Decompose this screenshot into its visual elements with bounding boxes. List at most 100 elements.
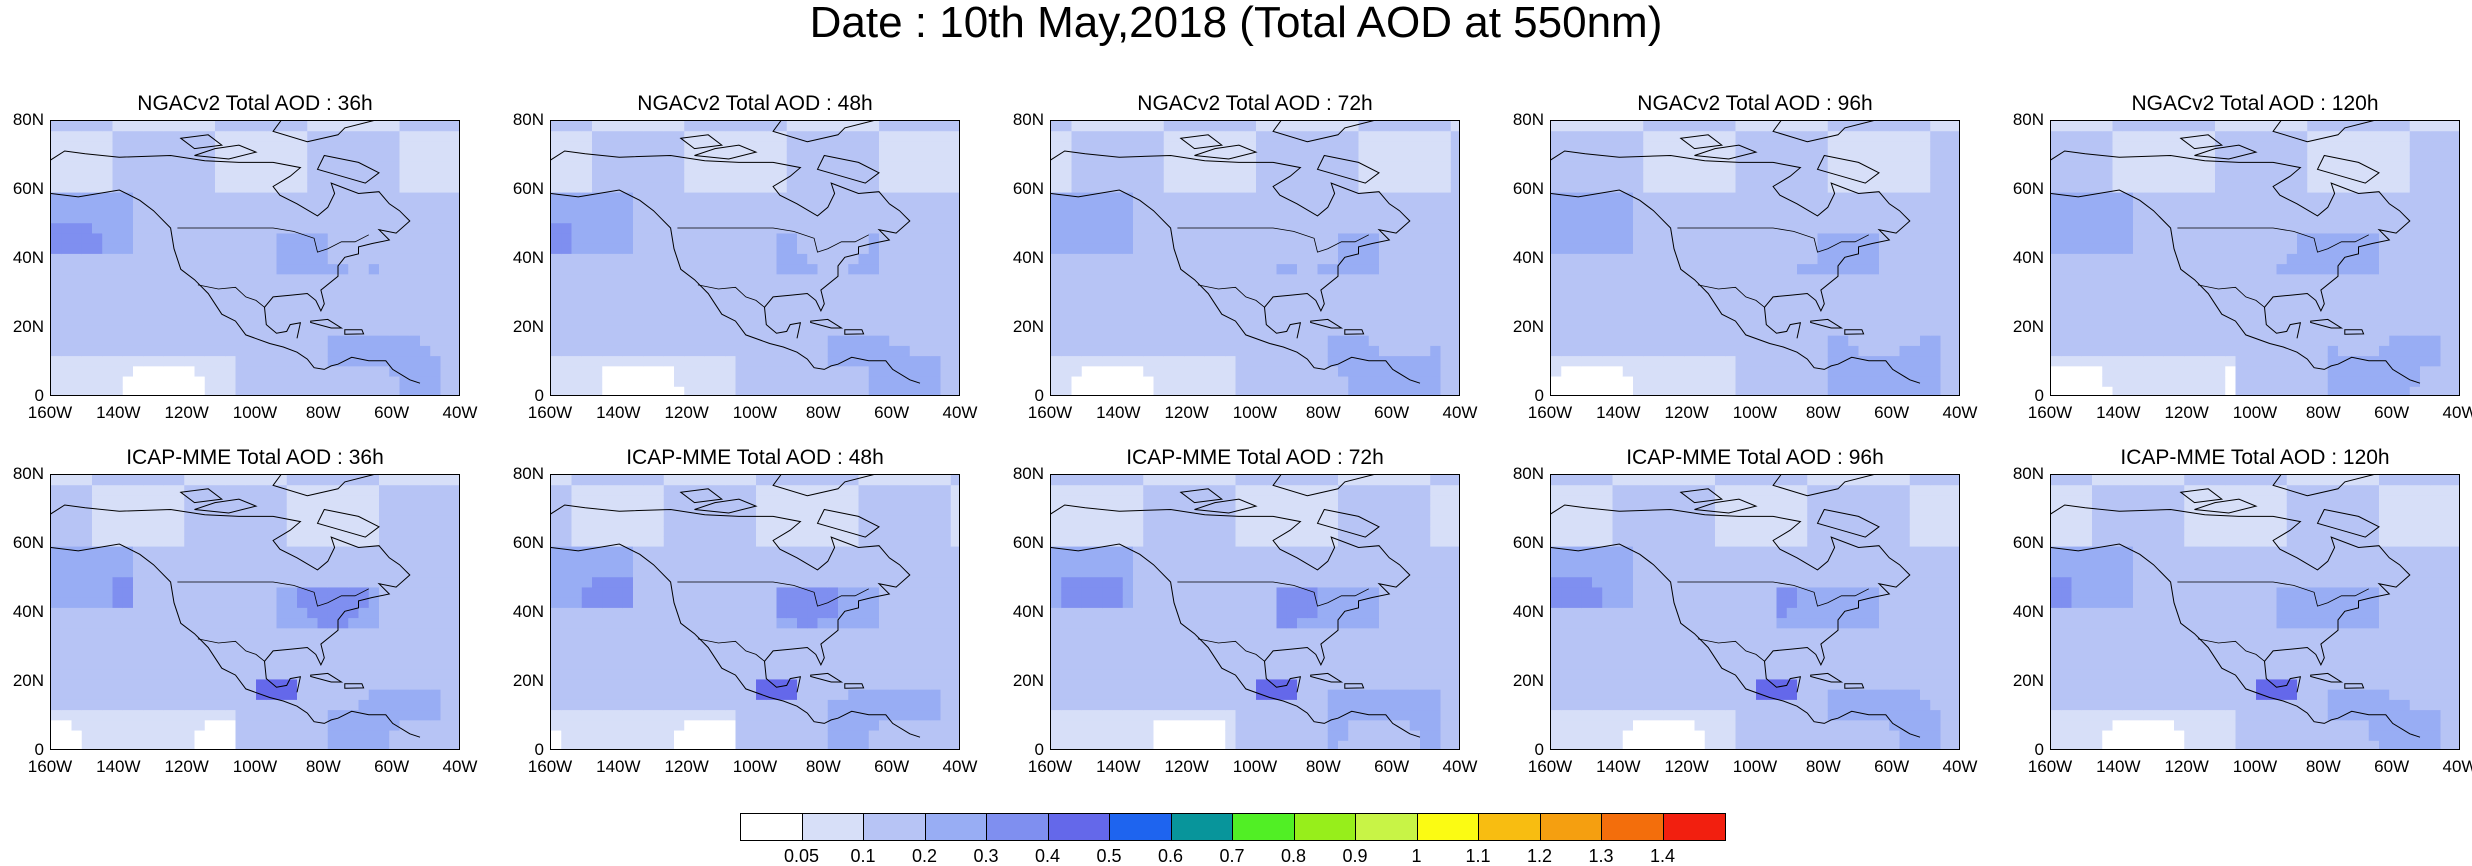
aod-cell: [2174, 325, 2185, 336]
aod-cell: [613, 315, 624, 326]
aod-cell: [766, 131, 777, 142]
aod-cell: [2102, 315, 2113, 326]
aod-cell: [236, 264, 247, 275]
aod-cell: [1879, 152, 1890, 163]
aod-cell: [2143, 152, 2154, 163]
aod-cell: [113, 264, 124, 275]
aod-cell: [582, 182, 593, 193]
aod-cell: [1828, 121, 1839, 132]
aod-cell: [869, 295, 880, 306]
aod-cell: [174, 274, 185, 285]
aod-cell: [2215, 233, 2226, 244]
aod-cell: [1072, 315, 1083, 326]
aod-cell: [133, 162, 144, 173]
aod-cell: [777, 254, 788, 265]
aod-cell: [123, 213, 134, 224]
aod-cell: [389, 213, 400, 224]
aod-cell: [561, 295, 572, 306]
aod-cell: [2236, 315, 2247, 326]
aod-cell: [889, 193, 900, 204]
aod-cell: [441, 244, 452, 255]
aod-cell: [1451, 131, 1460, 142]
aod-cell: [1705, 285, 1716, 296]
aod-cell: [2061, 203, 2072, 214]
aod-cell: [582, 213, 593, 224]
aod-cell: [92, 244, 103, 255]
aod-cell: [2174, 285, 2185, 296]
aod-cell: [664, 315, 675, 326]
aod-cell: [1389, 325, 1400, 336]
aod-cell: [266, 162, 277, 173]
aod-cell: [184, 223, 195, 234]
aod-cell: [1400, 121, 1411, 132]
aod-cell: [1613, 233, 1624, 244]
aod-cell: [1441, 305, 1452, 316]
aod-cell: [1215, 203, 1226, 214]
aod-cell: [1736, 244, 1747, 255]
aod-cell: [1746, 162, 1757, 173]
aod-cell: [277, 254, 288, 265]
aod-cell: [2205, 182, 2216, 193]
aod-cell: [2051, 315, 2062, 326]
aod-cell: [1266, 254, 1277, 265]
aod-cell: [879, 285, 890, 296]
aod-cell: [1082, 285, 1093, 296]
aod-cell: [828, 223, 839, 234]
aod-cell: [51, 121, 62, 132]
aod-cell: [910, 213, 921, 224]
aod-cell: [633, 244, 644, 255]
aod-cell: [1941, 193, 1952, 204]
aod-cell: [2123, 162, 2134, 173]
aod-cell: [420, 203, 431, 214]
aod-cell: [889, 244, 900, 255]
aod-cell: [236, 182, 247, 193]
aod-cell: [1848, 315, 1859, 326]
aod-cell: [1879, 295, 1890, 306]
aod-cell: [1777, 336, 1788, 347]
aod-cell: [664, 121, 675, 132]
aod-cell: [410, 172, 421, 183]
aod-cell: [1379, 203, 1390, 214]
aod-cell: [1215, 325, 1226, 336]
aod-cell: [941, 152, 952, 163]
aod-cell: [1133, 223, 1144, 234]
aod-cell: [623, 315, 634, 326]
aod-cell: [410, 193, 421, 204]
aod-cell: [1787, 264, 1798, 275]
aod-cell: [174, 223, 185, 234]
aod-cell: [1889, 305, 1900, 316]
aod-cell: [930, 244, 941, 255]
aod-cell: [1420, 172, 1431, 183]
aod-cell: [838, 244, 849, 255]
aod-cell: [787, 254, 798, 265]
aod-cell: [1441, 285, 1452, 296]
aod-cell: [1236, 336, 1247, 347]
aod-cell: [1072, 193, 1083, 204]
aod-cell: [1328, 141, 1339, 152]
aod-cell: [746, 285, 757, 296]
aod-cell: [2195, 325, 2206, 336]
aod-cell: [1551, 295, 1562, 306]
aod-cell: [1164, 264, 1175, 275]
aod-cell: [2082, 305, 2093, 316]
aod-cell: [838, 203, 849, 214]
aod-cell: [654, 244, 665, 255]
aod-cell: [2154, 141, 2165, 152]
aod-cell: [951, 244, 960, 255]
aod-cell: [348, 141, 359, 152]
aod-cell: [1705, 274, 1716, 285]
aod-cell: [1910, 121, 1921, 132]
aod-cell: [246, 274, 257, 285]
aod-cell: [1920, 121, 1931, 132]
aod-cell: [613, 172, 624, 183]
aod-cell: [613, 264, 624, 275]
aod-cell: [1430, 172, 1441, 183]
aod-cell: [1900, 182, 1911, 193]
aod-cell: [2143, 244, 2154, 255]
aod-cell: [2174, 315, 2185, 326]
aod-cell: [102, 152, 113, 163]
aod-cell: [582, 315, 593, 326]
aod-cell: [328, 295, 339, 306]
aod-cell: [2102, 121, 2113, 132]
aod-cell: [236, 325, 247, 336]
